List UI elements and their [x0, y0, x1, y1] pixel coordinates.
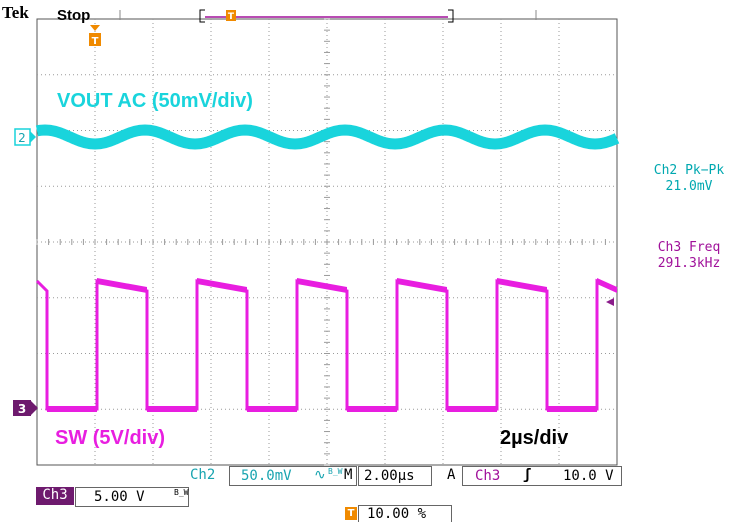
ch3-low-plateau	[547, 406, 597, 412]
ch3-trace-label: SW (5V/div)	[55, 427, 166, 449]
ch2-readout-label: Ch2	[190, 467, 216, 483]
record-trigger-icon: T	[226, 10, 236, 22]
ch2-ground-marker[interactable]: 2	[14, 128, 36, 146]
measurement-name: Ch2 Pk−Pk	[653, 163, 725, 178]
horizontal-scale-value: 2.00µs	[364, 468, 415, 484]
ch3-low-plateau	[247, 406, 297, 412]
measurement-value: 21.0mV	[665, 179, 713, 194]
trigger-position-value: 10.00 %	[367, 506, 427, 522]
ch3-readout-label[interactable]: Ch3	[36, 487, 74, 505]
bandwidth-limit-icon: B_W	[328, 467, 343, 476]
ch3-sw-trace-thickness	[47, 278, 617, 412]
svg-text:T: T	[228, 12, 235, 22]
record-bracket-left	[199, 9, 205, 23]
ch3-bandwidth-limit-icon: B_W	[174, 488, 189, 497]
ch2-scale-value: 50.0mV	[241, 468, 292, 484]
trigger-settings-box[interactable]: Ch3 ʃ 10.0 V	[462, 466, 622, 486]
horizontal-label: M	[344, 467, 353, 483]
ch3-high-plateau	[497, 278, 547, 293]
ch3-scale-box[interactable]: 5.00 V B_W	[75, 487, 189, 507]
trigger-source: Ch3	[475, 468, 501, 484]
horizontal-scale-box[interactable]: 2.00µs	[358, 466, 432, 486]
ch2-scale-box[interactable]: 50.0mV ∿ B_W	[229, 466, 357, 486]
trigger-level-marker[interactable]	[606, 298, 614, 306]
measurement-value: 291.3kHz	[657, 256, 721, 271]
ch3-scale-value: 5.00 V	[94, 489, 145, 505]
ch2-trace-label: VOUT AC (50mV/div)	[57, 90, 253, 112]
ch2-vout-trace	[33, 124, 621, 150]
svg-text:T: T	[92, 36, 99, 47]
timebase-note: 2µs/div	[500, 427, 569, 449]
brand-logo: Tek	[2, 3, 29, 22]
rising-edge-icon: ʃ	[523, 467, 532, 483]
ch3-high-plateau	[597, 278, 617, 293]
ch3-low-plateau	[447, 406, 497, 412]
ch3-high-plateau	[197, 278, 247, 293]
trigger-position-icon: T	[345, 507, 357, 520]
ch3-low-plateau	[147, 406, 197, 412]
ac-coupling-icon: ∿	[314, 467, 326, 483]
svg-text:3: 3	[18, 402, 26, 416]
ch3-low-plateau	[347, 406, 397, 412]
ch3-high-plateau	[97, 278, 147, 293]
ch3-high-plateau	[397, 278, 447, 293]
acquisition-status: Stop	[57, 7, 91, 24]
trigger-position-box[interactable]: 10.00 %	[358, 505, 452, 522]
trigger-position-marker[interactable]: T	[89, 25, 101, 47]
measurement-ch3-freq: Ch3 Freq 291.3kHz	[628, 240, 750, 272]
ch3-ground-marker[interactable]: 3	[13, 400, 38, 416]
svg-text:2: 2	[18, 131, 26, 145]
ch3-low-plateau	[47, 406, 97, 412]
trigger-mode: A	[447, 467, 456, 483]
measurement-ch2-pkpk: Ch2 Pk−Pk 21.0mV	[628, 163, 750, 195]
ch3-high-plateau	[297, 278, 347, 293]
measurement-name: Ch3 Freq	[657, 240, 721, 255]
trigger-level-value: 10.0 V	[563, 468, 614, 484]
record-bracket-right	[448, 9, 454, 23]
